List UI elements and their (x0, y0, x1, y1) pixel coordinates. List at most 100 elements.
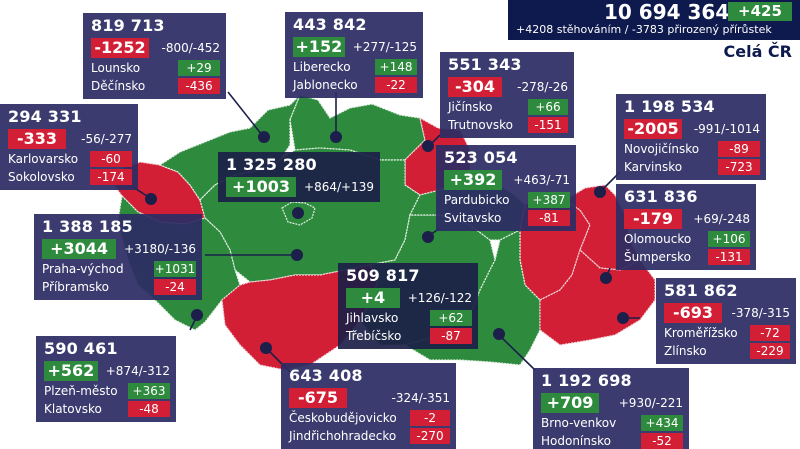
region-change-badge: +152 (293, 37, 345, 57)
region-card-vysocina[interactable]: 509 817 +4 +126/-122 Jihlavsko +62 Třebíč… (338, 263, 478, 349)
district-name: Lounsko (91, 61, 141, 75)
region-split: +463/-71 (513, 173, 570, 187)
district-value: -270 (410, 428, 450, 444)
region-card-olomoucky[interactable]: 631 836 -179 +69/-248 Olomoucko +106 Šump… (616, 184, 756, 270)
region-split: -56/-277 (81, 132, 132, 146)
region-population: 590 461 (44, 339, 118, 358)
region-population: 1 192 698 (541, 371, 632, 390)
district-name: Zlínsko (664, 344, 707, 358)
region-split: -324/-351 (391, 391, 450, 405)
district-name: Karlovarsko (8, 152, 79, 166)
region-split: +3180/-136 (124, 242, 196, 256)
region-change-badge: +4 (346, 288, 400, 308)
region-population: 643 408 (289, 366, 363, 385)
region-split: +874/-312 (105, 364, 170, 378)
national-change-badge: +425 (728, 2, 792, 21)
district-name: Praha-východ (42, 262, 124, 276)
region-change-badge: -693 (664, 303, 722, 323)
region-population: 294 331 (8, 107, 82, 126)
region-population: 551 343 (448, 55, 522, 74)
district-value: -22 (375, 77, 417, 93)
district-value: +29 (178, 60, 220, 76)
region-change-badge: -304 (448, 77, 502, 97)
district-name: Kroměřížsko (664, 326, 738, 340)
region-population: 631 836 (624, 187, 698, 206)
region-change-badge: -675 (289, 388, 347, 408)
national-total-box: 10 694 364 +425 +4208 stěhováním / -3783… (508, 0, 800, 40)
region-split: -378/-315 (731, 306, 790, 320)
district-name: Pardubicko (444, 193, 510, 207)
district-name: Plzeň-město (44, 384, 118, 398)
district-name: Svitavsko (444, 211, 502, 225)
region-split: +930/-221 (618, 396, 683, 410)
district-name: Děčínsko (91, 79, 146, 93)
district-value: -174 (90, 169, 132, 185)
region-change-badge: -333 (8, 129, 66, 149)
district-name: Hodonínsko (541, 434, 611, 448)
region-population: 509 817 (346, 266, 420, 285)
district-name: Klatovsko (44, 402, 102, 416)
region-population: 443 842 (293, 15, 367, 34)
district-value: +434 (641, 415, 683, 431)
district-value: -151 (528, 117, 568, 133)
region-change-badge: +3044 (42, 239, 117, 259)
district-value: -436 (178, 78, 220, 94)
region-population: 581 862 (664, 281, 738, 300)
district-value: -48 (128, 401, 170, 417)
district-name: Českobudějovicko (289, 411, 397, 425)
district-name: Jablonecko (293, 78, 358, 92)
district-value: +1031 (154, 261, 196, 277)
district-name: Jihlavsko (346, 311, 399, 325)
region-population: 523 054 (444, 148, 518, 167)
district-value: -131 (708, 249, 750, 265)
region-change-badge: +709 (541, 393, 599, 413)
national-population: 10 694 364 (604, 0, 730, 24)
region-card-plzensky[interactable]: 590 461 +562 +874/-312 Plzeň-město +363 K… (36, 336, 176, 422)
national-breakdown: +4208 stěhováním / -3783 přirozený přírů… (516, 23, 772, 36)
district-value: -52 (641, 433, 683, 449)
region-split: +69/-248 (693, 212, 750, 226)
district-value: -229 (750, 343, 790, 359)
region-change-badge: +1003 (226, 177, 297, 197)
region-change-badge: +392 (444, 170, 502, 190)
region-change-badge: -1252 (91, 38, 149, 58)
region-card-praha[interactable]: 1 325 280 +1003 +864/+139 (218, 152, 380, 202)
district-value: +106 (708, 231, 750, 247)
region-card-stredocesky[interactable]: 1 388 185 +3044 +3180/-136 Praha-východ +… (34, 214, 202, 300)
region-card-moravskoslezsky[interactable]: 1 198 534 -2005 -991/-1014 Novojičínsko -… (616, 94, 766, 180)
region-split: +277/-125 (352, 40, 417, 54)
region-card-liberecky[interactable]: 443 842 +152 +277/-125 Liberecko +148 Jab… (285, 12, 423, 98)
region-card-jihocesky[interactable]: 643 408 -675 -324/-351 Českobudějovicko -… (281, 363, 456, 449)
district-name: Olomoucko (624, 232, 692, 246)
region-card-kralovehradecky[interactable]: 551 343 -304 -278/-26 Jičínsko +66 Trutno… (440, 52, 574, 138)
region-ustecky[interactable] (158, 94, 301, 201)
district-value: -89 (718, 141, 760, 157)
district-name: Karvinsko (624, 160, 683, 174)
district-value: +363 (128, 383, 170, 399)
district-value: -723 (718, 159, 760, 175)
district-value: -24 (154, 279, 196, 295)
region-card-karlovarsky[interactable]: 294 331 -333 -56/-277 Karlovarsko -60 Sok… (0, 104, 138, 190)
district-name: Šumpersko (624, 250, 691, 264)
region-change-badge: -179 (624, 209, 682, 229)
region-change-badge: +562 (44, 361, 98, 381)
district-value: +62 (430, 310, 472, 326)
region-population: 1 325 280 (226, 155, 317, 174)
district-name: Třebíčsko (346, 329, 402, 343)
region-card-zlinsky[interactable]: 581 862 -693 -378/-315 Kroměřížsko -72 Zl… (656, 278, 796, 364)
region-population: 819 713 (91, 16, 165, 35)
district-name: Novojičínsko (624, 142, 700, 156)
district-value: -81 (528, 210, 570, 226)
district-name: Brno-venkov (541, 416, 617, 430)
region-population: 1 388 185 (42, 217, 133, 236)
region-card-pardubicky[interactable]: 523 054 +392 +463/-71 Pardubicko +387 Svi… (436, 145, 576, 231)
region-card-jihomoravsky[interactable]: 1 192 698 +709 +930/-221 Brno-venkov +434… (533, 368, 689, 449)
region-card-ustecky[interactable]: 819 713 -1252 -800/-452 Lounsko +29 Děčín… (83, 13, 226, 99)
district-value: +387 (528, 192, 570, 208)
district-name: Trutnovsko (448, 118, 513, 132)
district-name: Liberecko (293, 60, 351, 74)
region-split: -278/-26 (517, 80, 568, 94)
district-name: Jičínsko (448, 100, 493, 114)
district-value: -87 (430, 328, 472, 344)
region-population: 1 198 534 (624, 97, 715, 116)
